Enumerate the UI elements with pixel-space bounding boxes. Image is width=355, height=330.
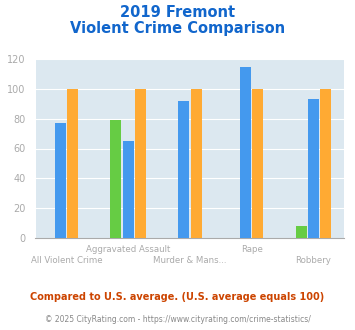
Bar [320, 89, 331, 238]
Bar [67, 89, 78, 238]
Text: 2019 Fremont: 2019 Fremont [120, 5, 235, 20]
Legend: Fremont, Ohio, National: Fremont, Ohio, National [70, 329, 310, 330]
Bar [240, 67, 251, 238]
Bar [123, 141, 133, 238]
Bar [135, 89, 146, 238]
Text: Compared to U.S. average. (U.S. average equals 100): Compared to U.S. average. (U.S. average … [31, 292, 324, 302]
Bar [296, 226, 307, 238]
Text: Violent Crime Comparison: Violent Crime Comparison [70, 21, 285, 36]
Bar [308, 99, 319, 238]
Bar [178, 101, 189, 238]
Bar [191, 89, 202, 238]
Bar [110, 120, 121, 238]
Text: © 2025 CityRating.com - https://www.cityrating.com/crime-statistics/: © 2025 CityRating.com - https://www.city… [45, 315, 310, 324]
Bar [252, 89, 263, 238]
Bar [55, 123, 66, 238]
